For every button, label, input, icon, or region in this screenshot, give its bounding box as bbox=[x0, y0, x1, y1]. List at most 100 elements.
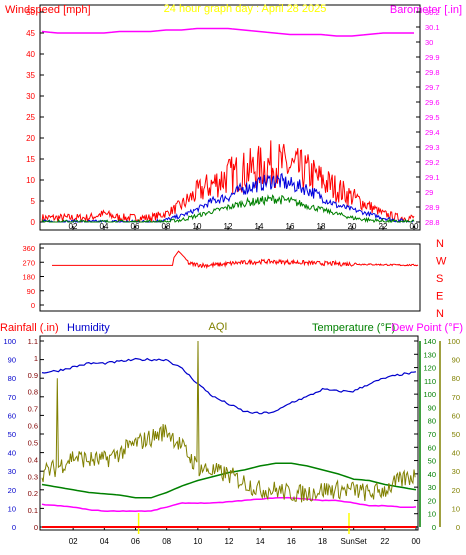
humidity-tick-label: 40 bbox=[8, 449, 16, 458]
barometer-tick-label: 29.4 bbox=[425, 128, 440, 137]
windspeed-tick-label: 10 bbox=[26, 176, 35, 185]
p3-x-tick-label: 22 bbox=[380, 537, 389, 546]
temperature-tick-label: 40 bbox=[428, 470, 436, 479]
rain-tick-labels: 0 0.1 0.2 0.3 0.4 0.5 0.6 0.7 0.8 0.9 1 1.1 bbox=[28, 337, 38, 532]
humidity-tick-label: 50 bbox=[8, 430, 16, 439]
p3-x-tick-label: 10 bbox=[193, 537, 202, 546]
windspeed-axis-label: Windspeed [mph] bbox=[5, 4, 91, 16]
temperature-line bbox=[41, 462, 417, 499]
p1-x-tick-label: 22 bbox=[379, 222, 388, 231]
direction-tick-label: 360 bbox=[22, 244, 35, 253]
windspeed-tick-label: 35 bbox=[26, 71, 35, 80]
p1-x-tick-label: 02 bbox=[69, 222, 78, 231]
barometer-tick-label: 30 bbox=[425, 38, 433, 47]
wind-direction-line bbox=[52, 250, 419, 270]
aqi-tick-label: 60 bbox=[452, 411, 460, 420]
barometer-tick-labels: 28.8 28.9 29 29.1 29.2 29.3 29.4 29.5 29.6 29.7 29… bbox=[416, 8, 440, 227]
rain-tick-label: 0.2 bbox=[28, 489, 38, 498]
compass-label-w: W bbox=[436, 256, 447, 268]
temperature-tick-label: 60 bbox=[428, 443, 436, 452]
temperature-tick-label: 130 bbox=[423, 350, 436, 359]
humidity-tick-label: 100 bbox=[3, 337, 16, 346]
direction-tick-label: 0 bbox=[31, 301, 35, 310]
barometer-tick-label: 29 bbox=[425, 188, 433, 197]
p3-x-tick-label: 12 bbox=[225, 537, 234, 546]
humidity-tick-label: 30 bbox=[8, 467, 16, 476]
windspeed-tick-label: 45 bbox=[26, 29, 35, 38]
humidity-tick-label: 60 bbox=[8, 411, 16, 420]
barometer-tick-label: 29.6 bbox=[425, 98, 440, 107]
windspeed-line bbox=[41, 140, 415, 224]
temperature-axis-label: Temperature (°F) bbox=[312, 322, 395, 334]
temperature-tick-label: 20 bbox=[428, 496, 436, 505]
rain-tick-label: 0 bbox=[34, 523, 38, 532]
rainfall-axis-label: Rainfall (.in) bbox=[0, 322, 59, 334]
barometer-tick-label: 29.7 bbox=[425, 83, 440, 92]
wind-direction-series bbox=[52, 250, 419, 270]
rain-tick-label: 0.1 bbox=[28, 506, 38, 515]
aqi-tick-label: 90 bbox=[452, 356, 460, 365]
p3-x-tick-label: SunSet bbox=[341, 537, 368, 546]
aqi-tick-label: 20 bbox=[452, 486, 460, 495]
p3-x-tick-label: 04 bbox=[100, 537, 109, 546]
temperature-tick-labels: 0 10 20 30 40 50 60 70 80 90 100 110 120 130 140 bbox=[414, 337, 436, 532]
p1-x-tick-label: 08 bbox=[162, 222, 171, 231]
barometer-tick-label: 29.3 bbox=[425, 143, 440, 152]
aqi-tick-label: 40 bbox=[452, 449, 460, 458]
wind-baro-series bbox=[41, 27, 415, 224]
temperature-tick-label: 10 bbox=[428, 510, 436, 519]
p1-x-tick-label: 04 bbox=[100, 222, 109, 231]
humidity-tick-label: 0 bbox=[12, 523, 16, 532]
windspeed-tick-label: 30 bbox=[26, 92, 35, 101]
aqi-tick-label: 70 bbox=[452, 393, 460, 402]
windspeed-tick-label: 50 bbox=[26, 8, 35, 17]
compass-label-e: E bbox=[436, 291, 443, 303]
barometer-tick-label: 30.2 bbox=[425, 8, 440, 17]
p1-x-tick-label: 00 bbox=[410, 222, 419, 231]
direction-tick-label: 90 bbox=[27, 287, 35, 296]
rain-humidity-temp-panel: Rainfall (.in) Humidity AQI Temperature … bbox=[0, 321, 463, 546]
barometer-tick-label: 29.5 bbox=[425, 113, 440, 122]
wind-direction-frame bbox=[39, 243, 421, 312]
temperature-tick-label: 0 bbox=[432, 523, 436, 532]
humidity-tick-label: 10 bbox=[8, 504, 16, 513]
aqi-tick-labels: 0 10 20 30 40 50 60 70 80 90 100 bbox=[439, 337, 460, 532]
aqi-tick-label: 30 bbox=[452, 467, 460, 476]
rain-tick-label: 1 bbox=[34, 354, 38, 363]
rain-tick-label: 0.6 bbox=[28, 422, 38, 431]
p3-x-tick-labels: 02 04 06 08 10 12 14 16 18 SunSet 22 00 bbox=[69, 526, 421, 546]
temperature-tick-label: 80 bbox=[428, 417, 436, 426]
compass-label-n: N bbox=[436, 238, 444, 250]
humidity-tick-label: 80 bbox=[8, 374, 16, 383]
p3-x-tick-label: 00 bbox=[412, 537, 421, 546]
temperature-tick-label: 50 bbox=[428, 457, 436, 466]
windspeed-tick-label: 25 bbox=[26, 113, 35, 122]
barometer-tick-label: 30.1 bbox=[425, 23, 440, 32]
temperature-tick-label: 110 bbox=[424, 377, 436, 386]
temperature-tick-label: 100 bbox=[423, 390, 436, 399]
temperature-tick-label: 120 bbox=[423, 364, 436, 373]
compass-label-n: N bbox=[436, 308, 444, 320]
temperature-tick-label: 90 bbox=[428, 403, 436, 412]
p1-x-tick-label: 16 bbox=[286, 222, 295, 231]
rain-tick-label: 0.5 bbox=[28, 438, 38, 447]
direction-tick-label: 180 bbox=[22, 273, 35, 282]
wind-low-line bbox=[41, 194, 415, 224]
barometer-tick-label: 28.9 bbox=[425, 203, 440, 212]
rain-tick-label: 0.7 bbox=[28, 405, 38, 414]
humidity-tick-label: 70 bbox=[8, 393, 16, 402]
humidity-tick-label: 90 bbox=[8, 356, 16, 365]
direction-tick-labels: 0 90 180 270 360 bbox=[22, 244, 44, 310]
p1-x-tick-label: 06 bbox=[131, 222, 140, 231]
aqi-line bbox=[41, 340, 416, 503]
rain-tick-label: 0.3 bbox=[28, 472, 38, 481]
aqi-label: AQI bbox=[209, 321, 228, 333]
rain-tick-label: 0.8 bbox=[28, 388, 38, 397]
humidity-axis-label: Humidity bbox=[67, 322, 110, 334]
direction-tick-label: 270 bbox=[22, 258, 35, 267]
windspeed-tick-label: 5 bbox=[31, 197, 36, 206]
dewpoint-axis-label: Dew Point (°F) bbox=[391, 322, 463, 334]
aqi-tick-label: 50 bbox=[452, 430, 460, 439]
